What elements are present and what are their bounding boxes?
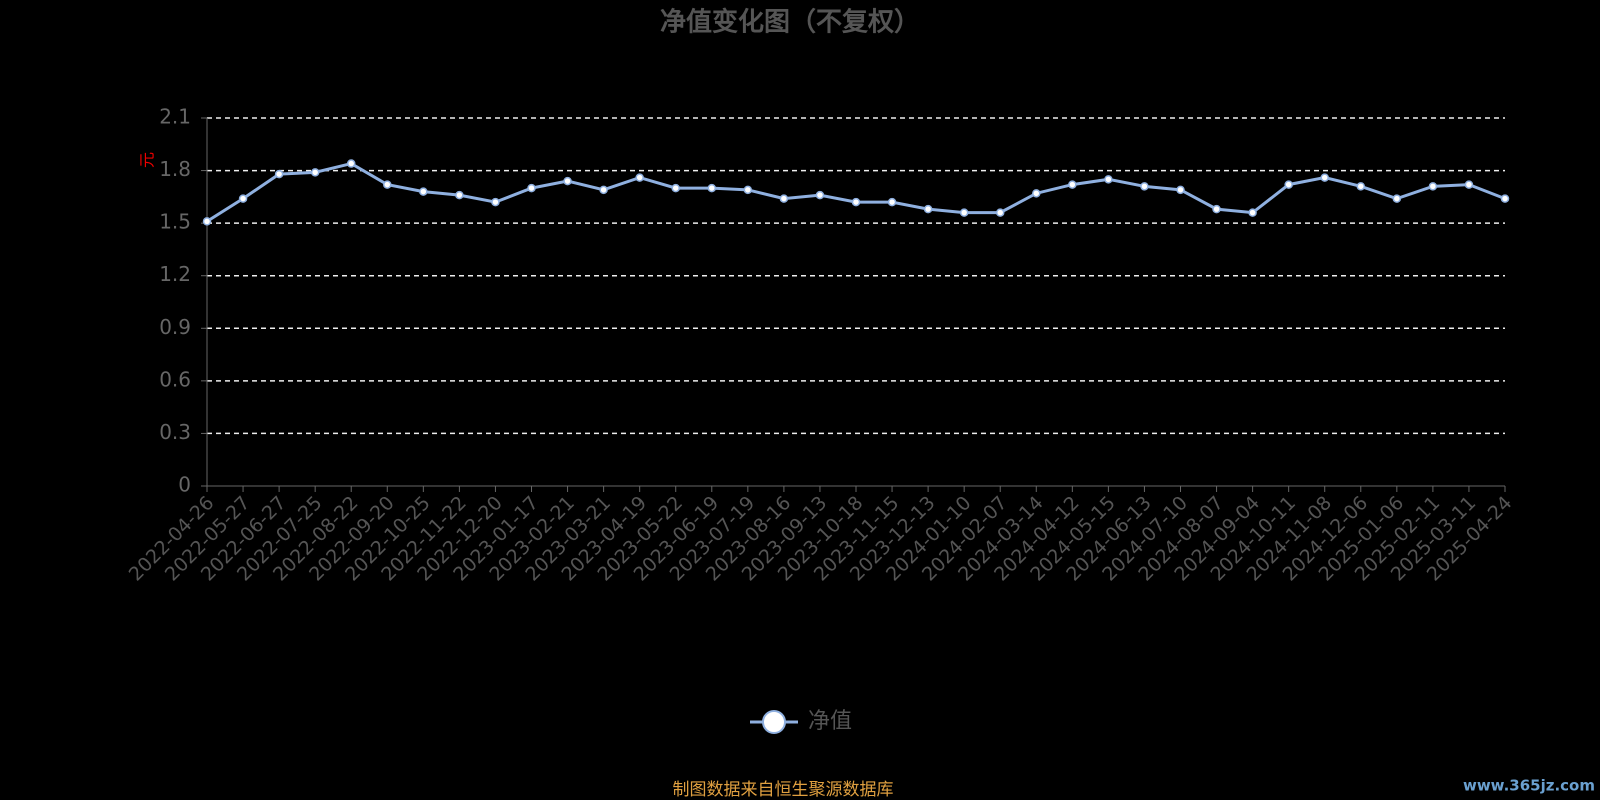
y-axis-label: 元	[138, 152, 157, 168]
point	[599, 185, 608, 195]
point	[995, 208, 1005, 217]
point	[563, 176, 572, 186]
series-line	[206, 161, 1506, 223]
point	[1500, 194, 1510, 203]
point	[1464, 180, 1474, 189]
y-tick-label: 2.1	[159, 105, 191, 129]
point	[707, 183, 717, 193]
point	[1284, 180, 1293, 189]
point	[635, 173, 644, 182]
legend-marker	[762, 710, 786, 734]
point	[1068, 180, 1077, 189]
point	[1140, 182, 1149, 191]
point	[527, 183, 536, 193]
point	[1356, 182, 1366, 191]
point	[491, 197, 500, 207]
source-note: 制图数据来自恒生聚源数据库	[673, 780, 894, 800]
point	[274, 169, 284, 179]
y-tick-label: 1.2	[159, 262, 191, 286]
point	[455, 190, 464, 200]
point	[1392, 194, 1402, 203]
point	[851, 197, 861, 207]
point	[419, 187, 428, 196]
point	[1032, 189, 1041, 198]
chart-title: 净值变化图（不复权）	[660, 7, 920, 38]
point	[887, 197, 897, 207]
point	[779, 194, 789, 203]
point	[1248, 208, 1257, 217]
point	[202, 217, 212, 226]
point	[1176, 185, 1185, 195]
y-tick-label: 1.8	[159, 157, 191, 181]
point	[1428, 182, 1438, 191]
point	[1320, 173, 1329, 182]
point	[815, 190, 825, 200]
point	[1212, 204, 1221, 214]
point	[383, 180, 392, 189]
legend-label: 净值	[808, 709, 852, 734]
point	[310, 168, 320, 177]
y-tick-label: 0	[178, 473, 191, 497]
y-tick-label: 0.3	[159, 420, 191, 444]
y-tick-label: 0.6	[159, 367, 191, 391]
y-tick-label: 1.5	[159, 210, 191, 234]
watermark: www.365jz.com	[1463, 777, 1595, 795]
point	[238, 194, 248, 203]
point	[1104, 175, 1113, 184]
point	[743, 185, 753, 195]
point	[959, 208, 969, 217]
y-tick-label: 0.9	[159, 315, 191, 339]
point	[346, 159, 356, 168]
point	[671, 183, 680, 193]
point	[923, 204, 933, 214]
